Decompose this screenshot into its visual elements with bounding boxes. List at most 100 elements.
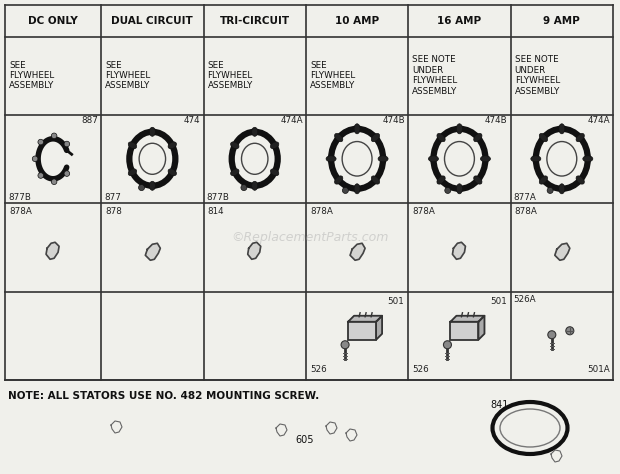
Circle shape	[51, 179, 57, 184]
Ellipse shape	[128, 169, 136, 176]
Text: SEE NOTE
UNDER
FLYWHEEL
ASSEMBLY: SEE NOTE UNDER FLYWHEEL ASSEMBLY	[412, 55, 458, 96]
Text: 474B: 474B	[485, 116, 508, 125]
Text: 474B: 474B	[383, 116, 405, 125]
Ellipse shape	[335, 176, 343, 184]
Ellipse shape	[378, 156, 388, 162]
Text: 841: 841	[491, 400, 509, 410]
Bar	[451, 322, 479, 340]
Text: 474A: 474A	[280, 116, 303, 125]
Text: 526: 526	[310, 365, 327, 374]
Text: TRI-CIRCUIT: TRI-CIRCUIT	[219, 16, 290, 26]
Polygon shape	[555, 243, 570, 260]
Text: 877B: 877B	[206, 192, 229, 201]
Text: ©ReplacementParts.com: ©ReplacementParts.com	[231, 230, 389, 244]
Polygon shape	[451, 316, 484, 322]
Text: DC ONLY: DC ONLY	[28, 16, 78, 26]
Polygon shape	[46, 242, 59, 259]
Bar	[348, 322, 376, 340]
Text: 474A: 474A	[587, 116, 610, 125]
Text: 605: 605	[296, 435, 314, 445]
Text: SEE NOTE
UNDER
FLYWHEEL
ASSEMBLY: SEE NOTE UNDER FLYWHEEL ASSEMBLY	[515, 55, 560, 96]
Text: SEE
FLYWHEEL
ASSEMBLY: SEE FLYWHEEL ASSEMBLY	[310, 61, 355, 91]
Circle shape	[64, 141, 69, 147]
Text: 501: 501	[490, 297, 507, 306]
Ellipse shape	[437, 134, 445, 142]
Text: 474: 474	[184, 116, 200, 125]
Text: 877: 877	[104, 192, 121, 201]
Ellipse shape	[354, 184, 360, 194]
Ellipse shape	[270, 142, 279, 149]
Ellipse shape	[500, 409, 560, 447]
Circle shape	[342, 187, 348, 193]
Ellipse shape	[456, 124, 463, 134]
Text: 877A: 877A	[513, 192, 536, 201]
Polygon shape	[348, 316, 382, 322]
Text: SEE
FLYWHEEL
ASSEMBLY: SEE FLYWHEEL ASSEMBLY	[9, 61, 55, 91]
Text: 501A: 501A	[587, 365, 610, 374]
Ellipse shape	[231, 169, 239, 176]
Text: 526A: 526A	[513, 295, 536, 304]
Ellipse shape	[354, 124, 360, 134]
Ellipse shape	[480, 156, 490, 162]
Ellipse shape	[539, 176, 547, 184]
Circle shape	[341, 341, 349, 349]
Polygon shape	[376, 316, 382, 340]
Ellipse shape	[559, 184, 565, 194]
Circle shape	[38, 173, 43, 178]
Ellipse shape	[371, 176, 379, 184]
Ellipse shape	[456, 184, 463, 194]
Text: 878A: 878A	[515, 207, 538, 216]
Ellipse shape	[270, 169, 279, 176]
Circle shape	[445, 187, 451, 193]
Text: DUAL CIRCUIT: DUAL CIRCUIT	[112, 16, 193, 26]
Text: 16 AMP: 16 AMP	[437, 16, 482, 26]
Ellipse shape	[474, 134, 482, 142]
Text: 814: 814	[208, 207, 224, 216]
Text: 887: 887	[81, 116, 98, 125]
Polygon shape	[453, 242, 466, 259]
Ellipse shape	[576, 176, 584, 184]
Polygon shape	[248, 242, 261, 259]
Circle shape	[547, 187, 553, 193]
Ellipse shape	[531, 156, 541, 162]
Ellipse shape	[559, 124, 565, 134]
Text: 878A: 878A	[310, 207, 333, 216]
Ellipse shape	[371, 134, 379, 142]
Polygon shape	[145, 243, 161, 260]
Text: 10 AMP: 10 AMP	[335, 16, 379, 26]
Polygon shape	[479, 316, 484, 340]
Circle shape	[548, 331, 556, 339]
Text: 878: 878	[105, 207, 122, 216]
Ellipse shape	[252, 181, 258, 190]
Text: 526: 526	[412, 365, 429, 374]
Ellipse shape	[474, 176, 482, 184]
Circle shape	[138, 184, 144, 191]
Text: 877B: 877B	[8, 192, 31, 201]
Circle shape	[241, 184, 247, 191]
Ellipse shape	[128, 142, 136, 149]
Ellipse shape	[576, 134, 584, 142]
Text: 501: 501	[388, 297, 404, 306]
Ellipse shape	[539, 134, 547, 142]
Polygon shape	[350, 243, 365, 260]
Ellipse shape	[168, 169, 177, 176]
Circle shape	[51, 133, 57, 138]
Circle shape	[443, 341, 451, 349]
Circle shape	[566, 327, 574, 335]
Circle shape	[38, 139, 43, 145]
Text: 878A: 878A	[9, 207, 32, 216]
Text: 878A: 878A	[412, 207, 435, 216]
Text: NOTE: ALL STATORS USE NO. 482 MOUNTING SCREW.: NOTE: ALL STATORS USE NO. 482 MOUNTING S…	[8, 391, 319, 401]
Ellipse shape	[252, 128, 258, 137]
Ellipse shape	[149, 181, 156, 190]
Ellipse shape	[583, 156, 593, 162]
Ellipse shape	[437, 176, 445, 184]
Circle shape	[32, 156, 38, 162]
Ellipse shape	[335, 134, 343, 142]
Ellipse shape	[428, 156, 438, 162]
Text: 9 AMP: 9 AMP	[544, 16, 580, 26]
Text: SEE
FLYWHEEL
ASSEMBLY: SEE FLYWHEEL ASSEMBLY	[105, 61, 151, 91]
Circle shape	[64, 171, 69, 176]
Ellipse shape	[149, 128, 156, 137]
Text: SEE
FLYWHEEL
ASSEMBLY: SEE FLYWHEEL ASSEMBLY	[208, 61, 253, 91]
